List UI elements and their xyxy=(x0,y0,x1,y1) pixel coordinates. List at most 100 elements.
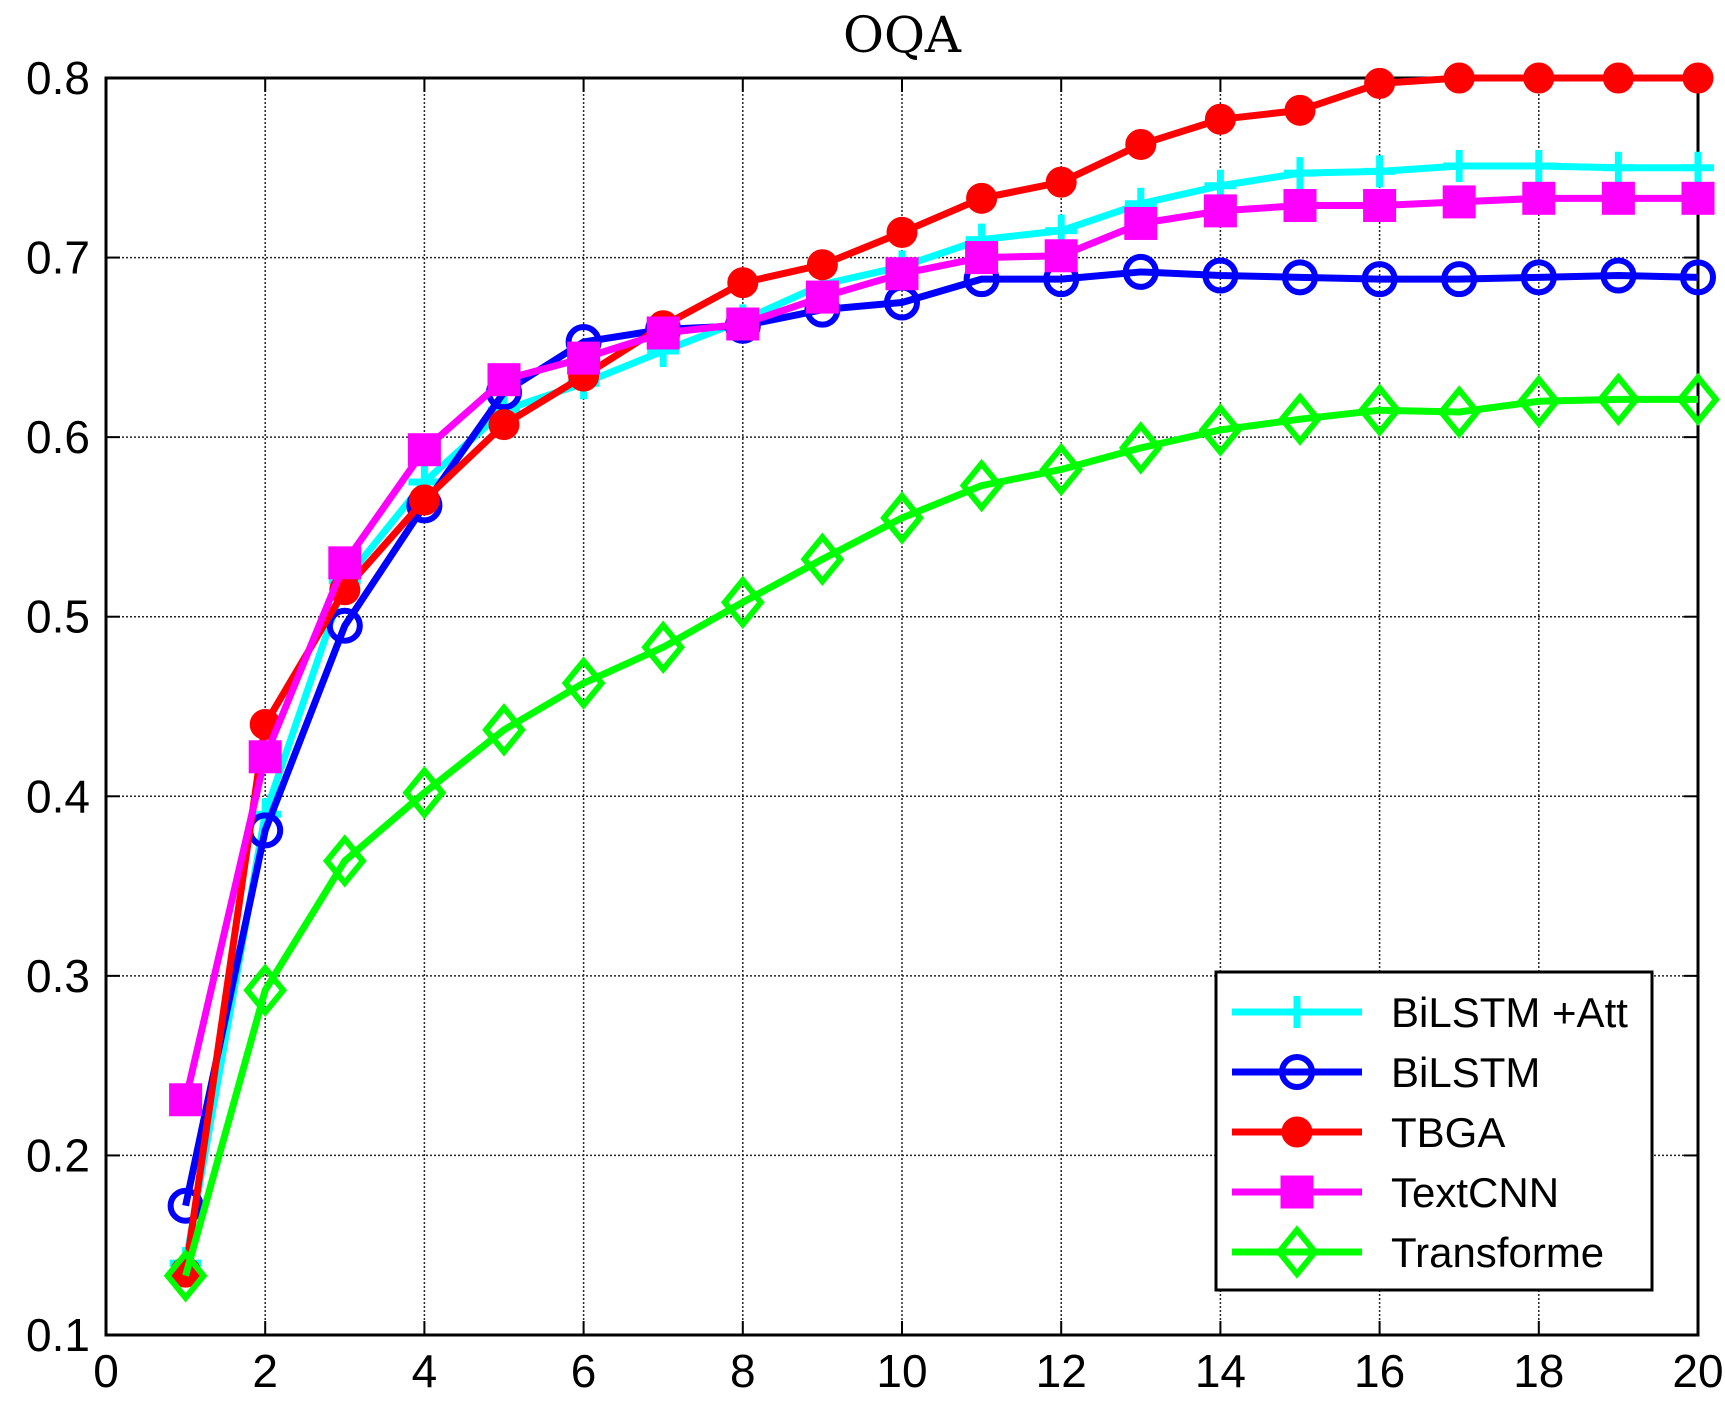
data-point xyxy=(1284,94,1316,126)
data-point xyxy=(1282,259,1318,296)
data-point xyxy=(1124,206,1158,240)
data-point xyxy=(1118,421,1163,475)
data-point xyxy=(1357,383,1402,437)
data-point xyxy=(726,307,760,341)
data-point xyxy=(1601,181,1635,215)
data-point xyxy=(646,316,680,350)
data-point xyxy=(1522,181,1556,215)
data-point xyxy=(1122,253,1159,290)
data-point xyxy=(1198,403,1243,457)
legend-marker xyxy=(1279,1054,1315,1090)
data-point xyxy=(720,575,765,630)
legend-marker xyxy=(1281,1116,1313,1148)
y-tick-label: 0.7 xyxy=(26,232,90,284)
x-tick-label: 4 xyxy=(412,1345,438,1397)
data-point xyxy=(1523,62,1555,94)
x-tick-label: 2 xyxy=(252,1345,278,1397)
data-point xyxy=(561,656,606,710)
data-point xyxy=(567,341,601,375)
data-point xyxy=(885,257,919,291)
data-point xyxy=(482,703,526,757)
y-tick-label: 0.2 xyxy=(26,1129,90,1181)
x-tick-label: 0 xyxy=(93,1345,119,1397)
legend-item: TBGA xyxy=(1232,1109,1505,1156)
data-point xyxy=(1361,261,1398,298)
data-point xyxy=(1520,259,1557,296)
data-point xyxy=(886,216,918,248)
x-tick-label: 12 xyxy=(1036,1345,1087,1397)
x-tick-label: 18 xyxy=(1513,1345,1564,1397)
x-tick-label: 20 xyxy=(1672,1345,1723,1397)
x-tick-label: 14 xyxy=(1195,1345,1246,1397)
data-point xyxy=(1437,385,1482,439)
data-point xyxy=(1283,188,1317,222)
data-point xyxy=(641,620,686,674)
data-point xyxy=(163,1249,208,1303)
y-tick-label: 0.1 xyxy=(26,1309,90,1361)
x-tick-label: 6 xyxy=(571,1345,597,1397)
data-point xyxy=(805,280,839,314)
data-point xyxy=(880,491,924,545)
data-point xyxy=(1284,157,1316,190)
legend-label: BiLSTM xyxy=(1391,1049,1540,1096)
data-point xyxy=(1681,181,1715,215)
data-point xyxy=(1203,194,1237,228)
data-point xyxy=(1680,259,1716,296)
legend-label: BiLSTM +Att xyxy=(1391,989,1628,1036)
data-point xyxy=(1044,239,1078,273)
data-point xyxy=(1125,128,1157,160)
data-point xyxy=(727,267,759,299)
data-point xyxy=(1443,149,1476,182)
data-point xyxy=(243,963,288,1017)
data-point xyxy=(1202,257,1239,294)
data-point xyxy=(1363,188,1397,222)
series-group xyxy=(163,62,1720,1303)
data-point xyxy=(248,740,282,774)
data-point xyxy=(1442,185,1476,219)
legend-marker xyxy=(1280,1175,1314,1209)
series-transforme xyxy=(163,372,1720,1303)
data-point xyxy=(800,532,845,586)
data-point xyxy=(1600,257,1637,294)
legend-label: TBGA xyxy=(1391,1109,1505,1156)
x-tick-label: 8 xyxy=(730,1345,756,1397)
data-point xyxy=(1682,151,1714,184)
series-textcnn xyxy=(169,181,1715,1117)
data-point xyxy=(322,834,367,888)
legend-label: Transforme xyxy=(1391,1229,1604,1276)
axis-ticks: 0 2 4 6 8 10 12 14 16 18 20 0.1 0.2 0.3 0.4 0.5 0.6 0.7 0.… xyxy=(26,52,1724,1397)
legend-item: TextCNN xyxy=(1232,1169,1559,1216)
data-point xyxy=(806,249,838,281)
y-tick-label: 0.6 xyxy=(26,411,90,463)
series-line xyxy=(182,194,1698,1101)
legend: BiLSTM +Att BiLSTM TBGA TextCNN Transforme xyxy=(1214,970,1654,1292)
data-point xyxy=(1204,103,1236,135)
x-tick-label: 16 xyxy=(1354,1345,1405,1397)
data-point xyxy=(328,546,362,580)
legend-label: TextCNN xyxy=(1391,1169,1559,1216)
legend-marker xyxy=(1281,996,1313,1028)
legend-item: Transforme xyxy=(1232,1225,1604,1279)
data-point xyxy=(408,484,440,516)
data-point xyxy=(1682,62,1714,94)
data-point xyxy=(1364,67,1396,99)
data-point xyxy=(487,363,521,397)
data-point xyxy=(169,1083,203,1117)
data-point xyxy=(1278,392,1322,446)
data-point xyxy=(402,765,447,820)
x-tick-label: 10 xyxy=(876,1345,927,1397)
data-point xyxy=(1596,372,1641,427)
y-tick-label: 0.4 xyxy=(26,770,90,822)
data-point xyxy=(965,241,999,275)
legend-marker xyxy=(1275,1225,1319,1279)
legend-item: BiLSTM +Att xyxy=(1232,989,1628,1036)
data-point xyxy=(1676,372,1720,427)
data-point xyxy=(1602,62,1634,94)
data-point xyxy=(1441,261,1478,298)
data-point xyxy=(326,607,363,644)
data-point xyxy=(1443,62,1475,94)
data-point xyxy=(1045,166,1077,198)
y-tick-label: 0.8 xyxy=(26,52,90,104)
chart-title: OQA xyxy=(843,6,962,64)
